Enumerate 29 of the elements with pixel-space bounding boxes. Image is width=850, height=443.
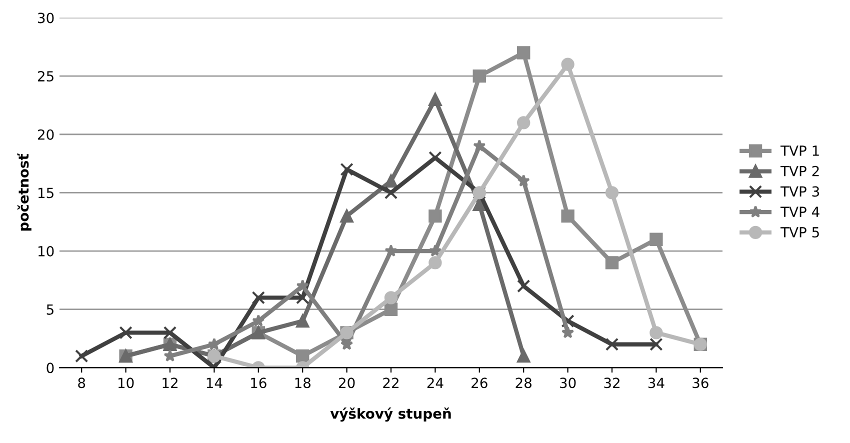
x-tick-label: 30 <box>560 378 576 388</box>
x-tick-label: 36 <box>692 378 708 388</box>
x-tick-label: 26 <box>472 378 488 388</box>
x-tick-label: 20 <box>338 378 355 388</box>
x-tick-label: 12 <box>162 378 178 388</box>
legend-label: TVP 1 <box>780 146 819 156</box>
y-tick-label: 10 <box>38 246 54 257</box>
y-tick-label: 30 <box>38 12 54 24</box>
x-tick-label: 22 <box>383 378 398 388</box>
x-tick-label: 32 <box>604 378 620 388</box>
legend-label: TVP 5 <box>780 227 819 238</box>
x-tick-label: 24 <box>427 378 444 388</box>
y-tick-label: 5 <box>46 304 54 315</box>
x-axis-title: výškový stupeň <box>330 408 451 422</box>
x-tick-label: 34 <box>648 378 664 388</box>
x-tick-label: 14 <box>206 378 222 388</box>
x-tick-label: 16 <box>251 378 266 388</box>
x-tick-label: 8 <box>78 378 86 388</box>
x-tick-label: 18 <box>295 378 310 388</box>
y-tick-label: 15 <box>38 188 54 198</box>
legend-label: TVP 2 <box>780 166 819 176</box>
y-tick-label: 20 <box>38 129 54 140</box>
y-axis-title: početnosť <box>17 153 32 231</box>
x-tick-label: 10 <box>118 378 134 388</box>
y-tick-label: 25 <box>38 71 54 82</box>
x-tick-label: 28 <box>516 378 532 388</box>
legend-label: TVP 3 <box>780 186 820 197</box>
legend-label: TVP 4 <box>780 206 820 217</box>
y-tick-label: 0 <box>46 362 54 374</box>
